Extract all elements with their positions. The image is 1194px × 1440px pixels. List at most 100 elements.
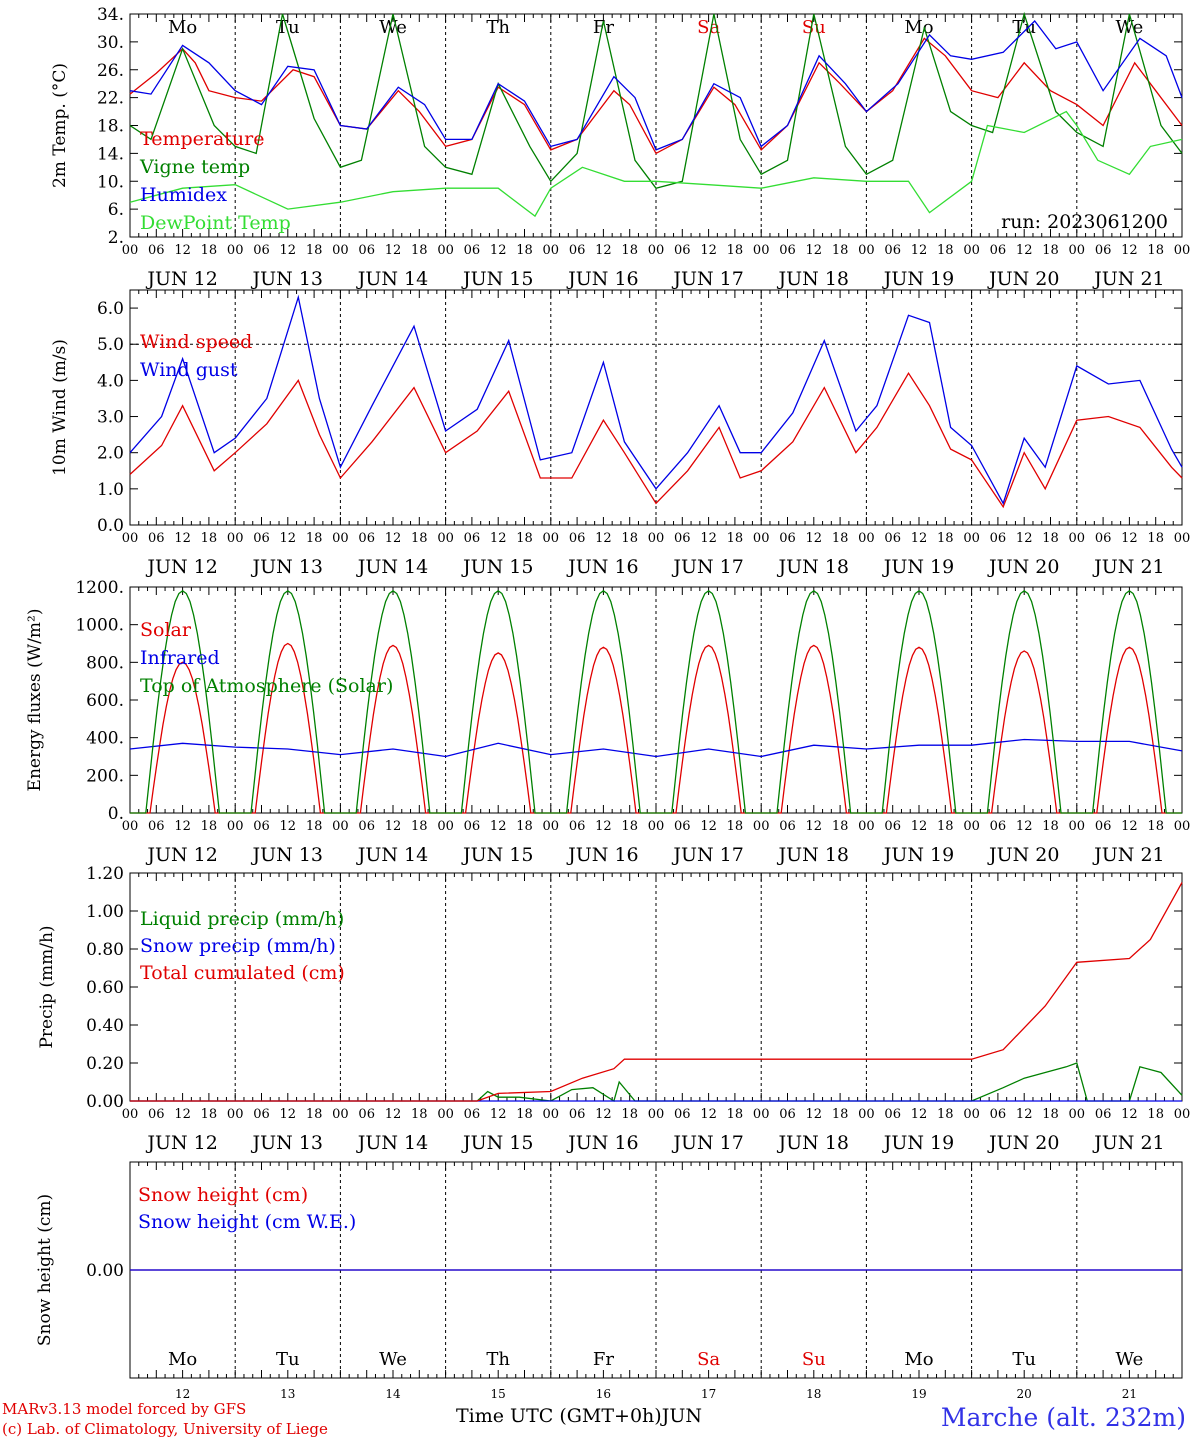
hour-tick-label: 18 [621, 1107, 638, 1122]
day-number-label: 14 [385, 1387, 401, 1401]
hour-tick-label: 00 [543, 531, 560, 546]
hour-tick-label: 12 [595, 1107, 612, 1122]
hour-tick-label: 06 [464, 819, 481, 834]
weekday-label: Tu [1012, 17, 1036, 38]
hour-tick-label: 18 [621, 243, 638, 258]
date-label: JUN 17 [671, 268, 743, 290]
series-line [130, 882, 1183, 1102]
hour-tick-label: 06 [1095, 819, 1112, 834]
y-tick-label: 600. [86, 691, 124, 711]
legend-entry: Temperature [140, 128, 264, 150]
hour-tick-label: 18 [832, 1107, 849, 1122]
legend-entry: Humidex [140, 184, 227, 206]
hour-tick-label: 06 [884, 1107, 901, 1122]
date-label: JUN 14 [356, 556, 428, 578]
hour-tick-label: 18 [411, 531, 428, 546]
hour-tick-label: 06 [569, 1107, 586, 1122]
hour-tick-label: 18 [1042, 1107, 1059, 1122]
hour-tick-label: 12 [490, 243, 507, 258]
hour-tick-label: 12 [490, 819, 507, 834]
hour-tick-label: 00 [1174, 243, 1191, 258]
weekday-label: We [1116, 1349, 1144, 1370]
day-number-label: 20 [1017, 1387, 1032, 1401]
date-label: JUN 21 [1092, 556, 1164, 578]
hour-tick-label: 06 [569, 819, 586, 834]
hour-tick-label: 06 [674, 1107, 691, 1122]
date-label: JUN 14 [356, 1132, 428, 1154]
hour-tick-label: 00 [858, 531, 875, 546]
hour-tick-label: 18 [516, 819, 533, 834]
hour-tick-label: 00 [437, 819, 454, 834]
hour-tick-label: 18 [411, 243, 428, 258]
hour-tick-label: 12 [1121, 531, 1138, 546]
hour-tick-label: 12 [911, 819, 928, 834]
date-label: JUN 12 [145, 268, 217, 290]
y-tick-label: 2.0 [97, 444, 124, 464]
y-tick-label: 6.0 [97, 299, 124, 319]
day-number-label: 15 [491, 1387, 506, 1401]
y-tick-label: 18. [97, 117, 124, 137]
hour-tick-label: 06 [358, 243, 375, 258]
y-tick-label: 3.0 [97, 408, 124, 428]
hour-tick-label: 18 [201, 531, 218, 546]
date-label: JUN 20 [987, 556, 1059, 578]
hour-tick-label: 00 [753, 1107, 770, 1122]
hour-tick-label: 00 [753, 531, 770, 546]
hour-tick-label: 06 [358, 1107, 375, 1122]
hour-tick-label: 00 [648, 1107, 665, 1122]
hour-tick-label: 06 [148, 243, 165, 258]
date-label: JUN 20 [987, 1132, 1059, 1154]
hour-tick-label: 06 [569, 243, 586, 258]
hour-tick-label: 18 [727, 1107, 744, 1122]
legend-entry: Snow height (cm) [138, 1184, 308, 1206]
hour-tick-label: 18 [1042, 243, 1059, 258]
series-line [129, 37, 1183, 155]
date-label: JUN 12 [145, 1132, 217, 1154]
hour-tick-label: 12 [1121, 243, 1138, 258]
hour-tick-label: 18 [832, 819, 849, 834]
hour-tick-label: 06 [779, 1107, 796, 1122]
hour-tick-label: 18 [201, 1107, 218, 1122]
date-label: JUN 17 [671, 556, 743, 578]
hour-tick-label: 00 [858, 243, 875, 258]
y-tick-label: 26. [97, 61, 124, 81]
y-tick-label: 1200. [75, 578, 124, 598]
hour-tick-label: 00 [332, 243, 349, 258]
hour-tick-label: 12 [911, 1107, 928, 1122]
date-label: JUN 12 [145, 556, 217, 578]
hour-tick-label: 12 [806, 1107, 823, 1122]
weekday-label: Fr [593, 17, 614, 38]
y-tick-label: 1000. [75, 616, 124, 636]
weekday-label: Su [802, 17, 826, 38]
hour-tick-label: 00 [648, 243, 665, 258]
date-label: JUN 14 [356, 844, 428, 866]
y-tick-label: 0.40 [86, 1016, 124, 1036]
hour-tick-label: 12 [1121, 1107, 1138, 1122]
hour-tick-label: 00 [122, 819, 139, 834]
hour-tick-label: 00 [648, 819, 665, 834]
hour-tick-label: 18 [727, 531, 744, 546]
y-axis-title: Energy fluxes (W/m²) [25, 609, 45, 792]
hour-tick-label: 00 [227, 531, 244, 546]
hour-tick-label: 06 [779, 531, 796, 546]
y-axis-title: Precip (mm/h) [37, 925, 57, 1048]
legend-entry: Snow precip (mm/h) [140, 935, 336, 957]
hour-tick-label: 06 [569, 531, 586, 546]
hour-tick-label: 12 [385, 531, 402, 546]
hour-tick-label: 18 [937, 819, 954, 834]
hour-tick-label: 00 [1069, 243, 1086, 258]
y-tick-label: 34. [97, 5, 124, 25]
hour-tick-label: 12 [595, 819, 612, 834]
hour-tick-label: 18 [306, 243, 323, 258]
hour-tick-label: 06 [253, 1107, 270, 1122]
hour-tick-label: 18 [1147, 531, 1164, 546]
date-label: JUN 18 [777, 844, 849, 866]
legend-entry: Liquid precip (mm/h) [140, 908, 344, 930]
date-label: JUN 15 [461, 268, 533, 290]
hour-tick-label: 12 [595, 531, 612, 546]
hour-tick-label: 12 [806, 819, 823, 834]
y-tick-label: 1.0 [97, 480, 124, 500]
hour-tick-label: 06 [464, 531, 481, 546]
lab-credit: (c) Lab. of Climatology, University of L… [2, 1420, 328, 1438]
y-tick-label: 1.00 [86, 902, 124, 922]
